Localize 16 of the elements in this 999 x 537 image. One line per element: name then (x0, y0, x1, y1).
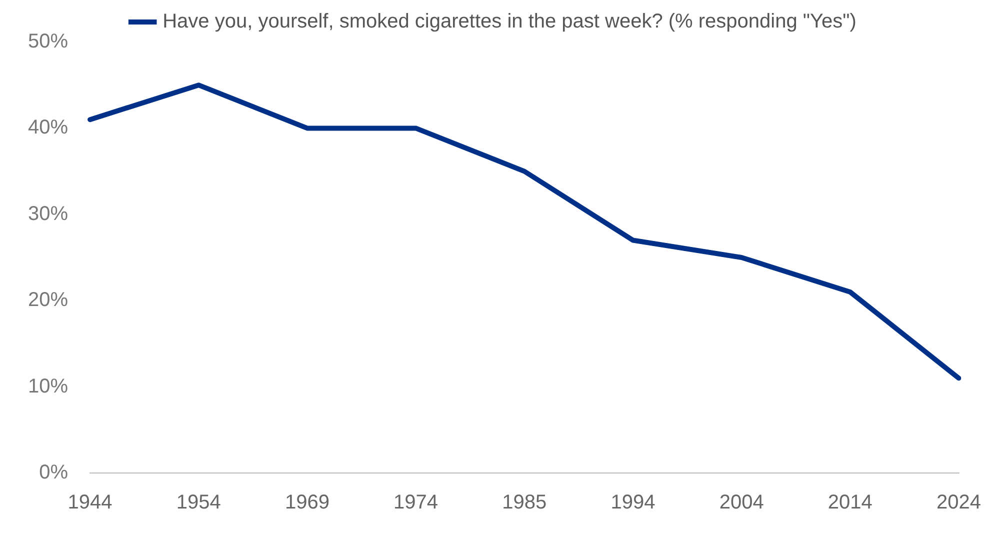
x-tick-label: 1974 (394, 492, 438, 514)
y-tick-label: 20% (28, 289, 68, 312)
y-tick-label: 30% (28, 202, 68, 225)
y-tick-label: 0% (39, 462, 68, 484)
x-tick-label: 1994 (610, 492, 656, 514)
x-tick-label: 1944 (68, 492, 112, 514)
legend-label: Have you, yourself, smoked cigarettes in the past week? (% responding "Yes") (162, 10, 856, 33)
x-tick-label: 2024 (936, 492, 982, 514)
x-tick-label: 2014 (828, 492, 872, 514)
y-tick-label: 50% (28, 30, 68, 53)
x-tick-label: 1969 (284, 492, 330, 514)
y-tick-label: 10% (28, 375, 68, 398)
x-tick-label: 2004 (719, 492, 764, 514)
x-tick-label: 1985 (502, 492, 547, 514)
x-tick-label: 1954 (176, 492, 221, 514)
y-tick-label: 40% (28, 116, 68, 139)
